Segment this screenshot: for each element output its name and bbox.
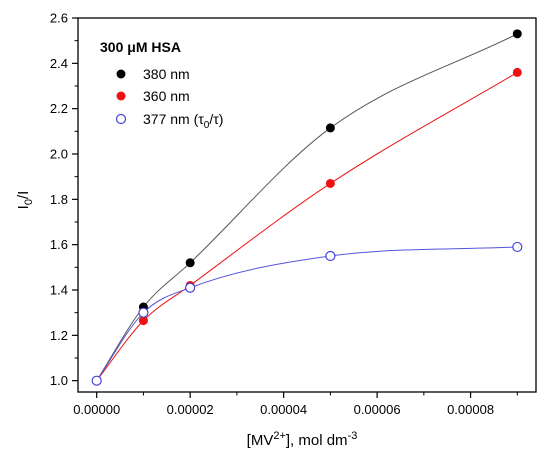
y-tick-label: 1.8 (50, 192, 68, 207)
data-point-series-2 (512, 241, 523, 253)
y-tick-label: 2.0 (50, 147, 68, 162)
y-tick-label: 2.6 (50, 11, 68, 26)
y-tick-label: 2.2 (50, 101, 68, 116)
fit-curves (96, 33, 518, 381)
data-point-series-1 (325, 178, 335, 188)
data-point-series-0 (185, 258, 195, 268)
x-tick-label: 0.00008 (447, 402, 494, 417)
data-point-series-1 (138, 316, 148, 326)
data-points (91, 29, 523, 386)
fit-curve-series-1 (96, 71, 518, 381)
data-point-series-0 (325, 123, 335, 133)
legend-marker-380nm (116, 69, 126, 79)
legend: 300 μM HSA 380 nm 360 nm 377 nm (τ0/τ) (100, 39, 223, 131)
y-tick-label: 1.4 (50, 283, 68, 298)
data-point-series-1 (512, 67, 522, 77)
legend-label-380nm: 380 nm (143, 66, 190, 82)
legend-marker-360nm (116, 91, 126, 101)
x-tick-label: 0.00004 (260, 402, 307, 417)
legend-label-377nm: 377 nm (τ0/τ) (143, 111, 223, 131)
fit-curve-series-2 (96, 246, 518, 381)
data-point-series-2 (91, 375, 102, 386)
y-tick-label: 2.4 (50, 56, 68, 71)
data-point-series-2 (138, 307, 149, 318)
y-tick-label: 1.2 (50, 328, 68, 343)
data-point-series-2 (185, 282, 196, 293)
y-tick-label: 1.0 (50, 373, 68, 388)
y-axis-label: I0/I (15, 191, 35, 210)
data-point-series-2 (325, 250, 336, 262)
x-tick-label: 0.00000 (73, 402, 120, 417)
legend-title: 300 μM HSA (100, 39, 181, 55)
legend-label-360nm: 360 nm (143, 88, 190, 104)
plot-border (77, 17, 537, 393)
plot-frame (77, 17, 537, 393)
legend-marker-377nm (115, 113, 127, 125)
x-axis-ticks: 0.00000 0.00002 0.00004 0.00006 0.00008 (73, 392, 518, 417)
y-tick-label: 1.6 (50, 237, 68, 252)
fit-curve-series-0 (96, 33, 518, 381)
y-axis-ticks: 1.0 1.2 1.4 1.6 1.8 2.0 2.2 2.4 2.6 (50, 11, 78, 388)
x-tick-label: 0.00002 (167, 402, 214, 417)
x-tick-label: 0.00006 (354, 402, 401, 417)
x-axis-label: [MV2+], mol dm-3 (247, 430, 358, 449)
data-point-series-0 (512, 29, 522, 39)
